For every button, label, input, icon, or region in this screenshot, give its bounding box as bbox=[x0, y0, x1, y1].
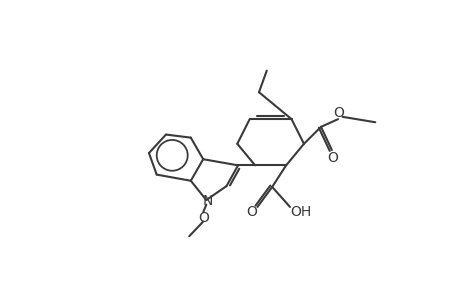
Text: O: O bbox=[333, 106, 343, 120]
Text: O: O bbox=[245, 205, 256, 219]
Text: N: N bbox=[202, 194, 213, 208]
Text: O: O bbox=[326, 151, 337, 165]
Text: OH: OH bbox=[290, 205, 311, 219]
Text: O: O bbox=[198, 212, 209, 226]
